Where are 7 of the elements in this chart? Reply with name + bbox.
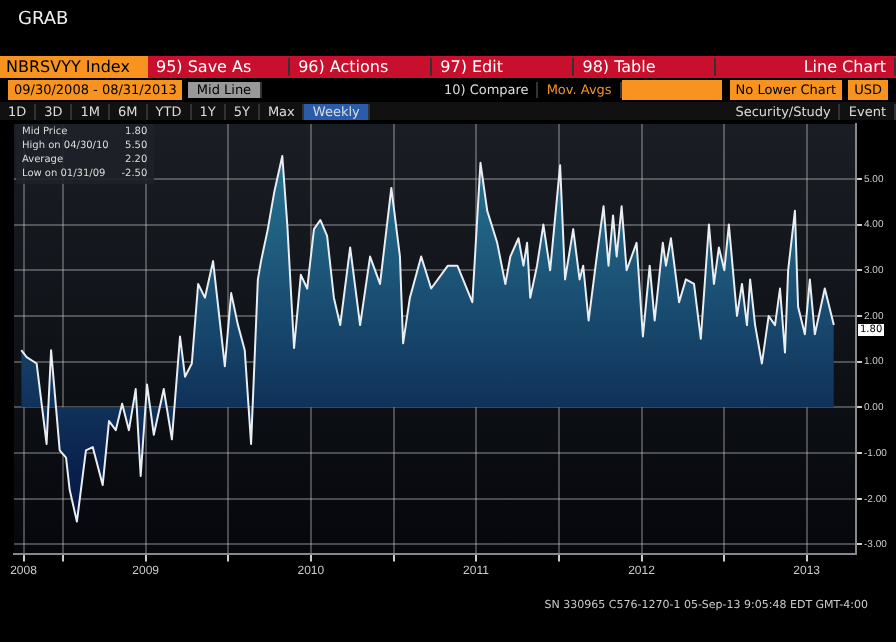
text: GRAB xyxy=(18,10,69,30)
text: Line Chart xyxy=(716,58,896,76)
text: 97) Edit xyxy=(432,58,575,76)
text: 96) Actions xyxy=(290,58,433,76)
text: 98) Table xyxy=(574,58,717,76)
chart-title: NBRSVYY Index xyxy=(0,56,148,78)
text: 95) Save As xyxy=(148,58,291,76)
